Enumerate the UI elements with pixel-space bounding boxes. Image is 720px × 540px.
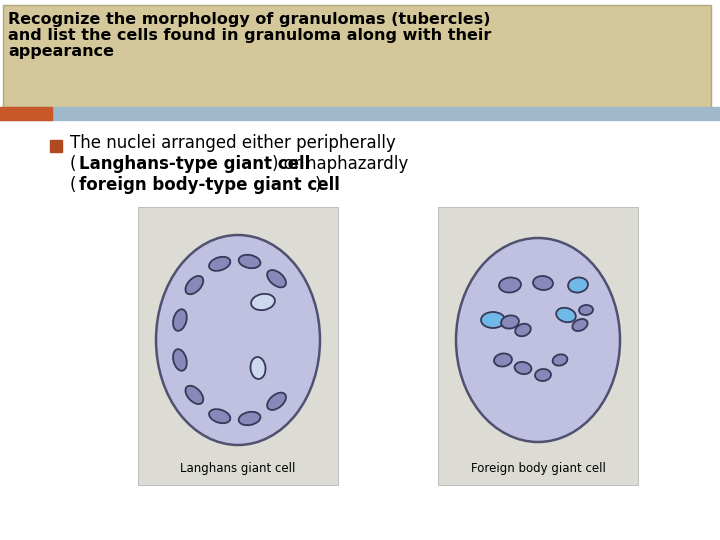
Ellipse shape xyxy=(535,369,551,381)
Ellipse shape xyxy=(173,309,186,331)
Ellipse shape xyxy=(173,349,186,371)
Ellipse shape xyxy=(481,312,505,328)
Ellipse shape xyxy=(209,409,230,423)
Bar xyxy=(50,140,62,152)
Bar xyxy=(138,207,338,485)
Text: ) or haphazardly: ) or haphazardly xyxy=(272,155,408,173)
Bar xyxy=(438,207,638,485)
Ellipse shape xyxy=(267,393,286,410)
Text: Langhans-type giant cell: Langhans-type giant cell xyxy=(79,155,310,173)
Ellipse shape xyxy=(572,319,588,331)
Bar xyxy=(0,107,52,120)
Bar xyxy=(3,5,711,110)
Ellipse shape xyxy=(568,278,588,293)
Text: and list the cells found in granuloma along with their: and list the cells found in granuloma al… xyxy=(8,28,491,43)
Bar xyxy=(0,107,720,120)
Ellipse shape xyxy=(516,324,531,336)
Ellipse shape xyxy=(501,315,519,328)
Ellipse shape xyxy=(533,276,553,290)
Text: Foreign body giant cell: Foreign body giant cell xyxy=(471,462,606,475)
Ellipse shape xyxy=(556,308,576,322)
Ellipse shape xyxy=(186,386,203,404)
Ellipse shape xyxy=(251,357,266,379)
Ellipse shape xyxy=(251,294,275,310)
Ellipse shape xyxy=(499,278,521,293)
Ellipse shape xyxy=(267,270,286,287)
Ellipse shape xyxy=(209,257,230,271)
Text: (: ( xyxy=(70,155,76,173)
Text: ).: ). xyxy=(315,176,327,194)
Text: Recognize the morphology of granulomas (tubercles): Recognize the morphology of granulomas (… xyxy=(8,12,490,27)
Ellipse shape xyxy=(239,412,261,425)
Ellipse shape xyxy=(239,255,261,268)
Text: Langhans giant cell: Langhans giant cell xyxy=(180,462,296,475)
Text: foreign body-type giant cell: foreign body-type giant cell xyxy=(79,176,340,194)
Ellipse shape xyxy=(456,238,620,442)
Text: The nuclei arranged either peripherally: The nuclei arranged either peripherally xyxy=(70,134,396,152)
Ellipse shape xyxy=(553,354,567,366)
Ellipse shape xyxy=(156,235,320,445)
Ellipse shape xyxy=(186,276,203,294)
Ellipse shape xyxy=(579,305,593,315)
Text: appearance: appearance xyxy=(8,44,114,59)
Ellipse shape xyxy=(494,354,512,367)
Text: (: ( xyxy=(70,176,76,194)
Ellipse shape xyxy=(515,362,531,374)
